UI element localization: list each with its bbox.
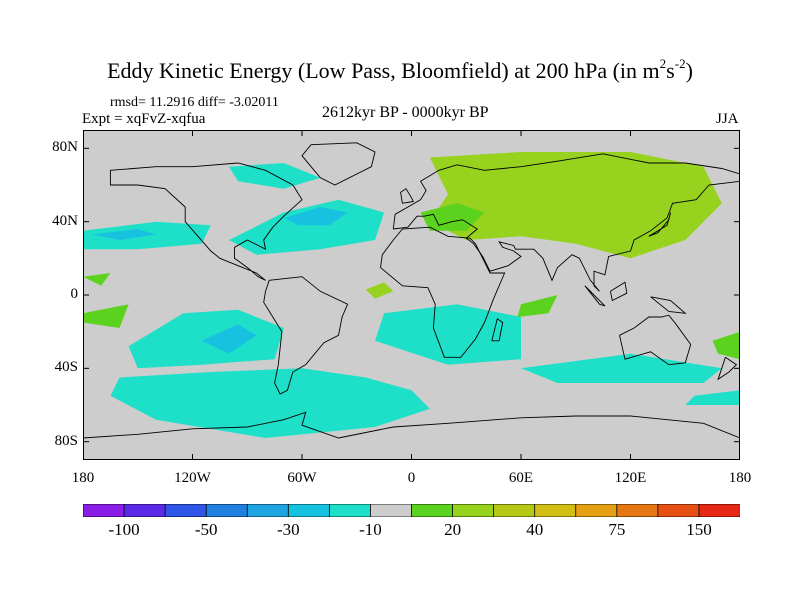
- y-tick-label: 80S: [54, 432, 78, 449]
- season-label: JJA: [716, 111, 739, 127]
- coastline-japan: [648, 212, 672, 237]
- colorbar-swatch: [698, 504, 740, 517]
- colorbar-swatch: [164, 504, 207, 517]
- coastline-madagascar: [491, 318, 504, 342]
- colorbar-label: -30: [276, 520, 300, 539]
- anomaly-region-tasman: [685, 390, 740, 405]
- anomaly-region-south-atlantic: [375, 304, 521, 365]
- colorbar-swatch: [657, 504, 700, 517]
- colorbar-swatch: [616, 504, 659, 517]
- stats-text: rmsd= 11.2916 diff= -3.02011: [110, 95, 279, 110]
- anomaly-region-north-pacific-west: [83, 273, 111, 286]
- anomaly-region-east-pacific-equator: [83, 304, 129, 328]
- colorbar-label: -10: [359, 520, 382, 539]
- colorbar-swatch: [452, 504, 495, 517]
- map-frame: [83, 130, 740, 460]
- colorbar-swatch: [370, 504, 413, 517]
- experiment-label: Expt = xqFvZ-xqfua: [82, 111, 206, 127]
- anomaly-region-southern-ocean: [110, 368, 430, 438]
- colorbar-swatch: [493, 504, 536, 517]
- anomaly-region-arctic-canada: [229, 163, 321, 189]
- colorbar-swatch: [328, 504, 372, 517]
- map-plot: [83, 130, 740, 460]
- colorbar-swatch: [534, 504, 577, 517]
- colorbar-swatch: [246, 504, 290, 517]
- x-tick-label: 0: [407, 470, 416, 486]
- coastline-africa: [380, 226, 506, 358]
- y-tick-label: 40S: [54, 359, 78, 376]
- anomaly-region-south-pacific-core: [201, 324, 257, 354]
- anomaly-region-africa-patch: [365, 282, 394, 299]
- colorbar-label: -50: [194, 520, 218, 539]
- y-tick-label: 40N: [52, 212, 78, 229]
- period-label: 2612kyr BP - 0000kyr BP: [322, 104, 489, 121]
- colorbar: [83, 504, 740, 517]
- coastline-borneo: [609, 281, 628, 302]
- coastline-north-america: [109, 162, 303, 281]
- colorbar-label: 75: [608, 520, 626, 539]
- colorbar-swatch: [83, 504, 125, 517]
- coastline-south-america: [263, 276, 349, 395]
- anomaly-region-north-atlantic-core: [283, 207, 348, 226]
- colorbar-label: -100: [108, 520, 140, 539]
- colorbar-swatch: [575, 504, 618, 517]
- colorbar-swatch: [411, 504, 454, 517]
- x-tick-label: 180: [71, 470, 95, 486]
- coastline-uk: [400, 188, 414, 204]
- anomaly-region-australia-east: [712, 331, 740, 360]
- colorbar-swatch: [123, 504, 166, 517]
- coastline-europe-asia: [392, 153, 740, 292]
- y-tick-label: 0: [70, 286, 79, 302]
- colorbar-label: 20: [444, 520, 462, 539]
- anomaly-region-indian-ocean-patch: [517, 295, 558, 317]
- colorbar-label: 40: [526, 520, 544, 539]
- colorbar-label: 150: [686, 520, 712, 539]
- coastline-new-guinea: [650, 296, 687, 314]
- y-tick-label: 80N: [52, 139, 78, 156]
- colorbar-swatch: [205, 504, 248, 517]
- chart-title: Eddy Kinetic Energy (Low Pass, Bloomfiel…: [107, 56, 693, 83]
- colorbar-swatch: [287, 504, 331, 517]
- anomaly-region-indian-ocean-south: [521, 353, 722, 383]
- coastline-australia: [619, 314, 692, 366]
- coastline-greenland: [301, 142, 376, 186]
- coastline-new-zealand: [717, 356, 738, 381]
- coastline-sumatra: [584, 285, 606, 307]
- coastlines: [83, 142, 740, 439]
- x-tick-label: 60W: [287, 470, 317, 486]
- x-tick-label: 60E: [508, 470, 534, 486]
- coastline-antarctica: [83, 411, 740, 439]
- x-tick-label: 120E: [614, 470, 647, 486]
- x-tick-label: 120W: [174, 470, 211, 486]
- anomaly-region-north-pacific-core: [92, 229, 156, 240]
- x-tick-label: 180: [728, 470, 752, 486]
